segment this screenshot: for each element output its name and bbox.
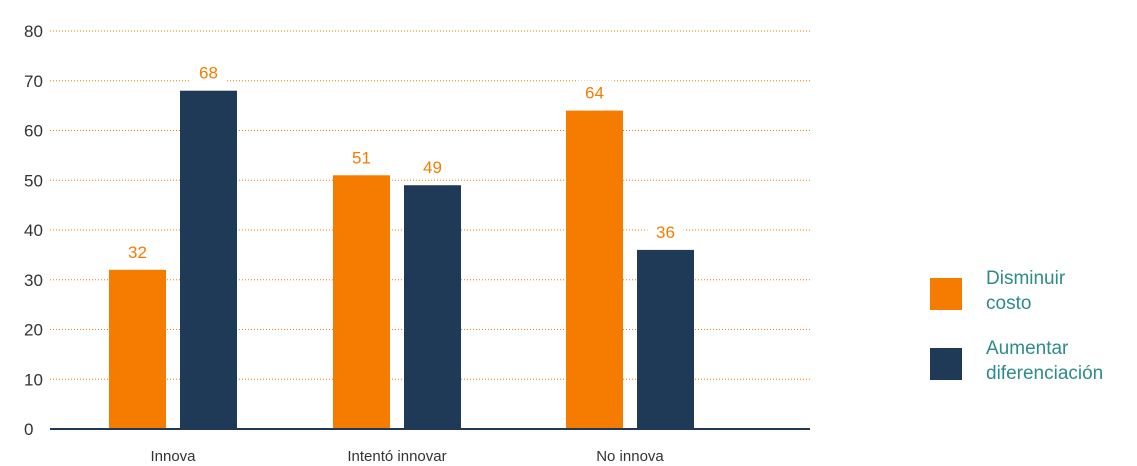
y-tick-label: 80 — [24, 22, 43, 41]
x-tick-label: Innova — [150, 448, 196, 465]
legend-label-line: Disminuir — [986, 268, 1066, 289]
data-label: 64 — [585, 84, 604, 103]
data-labels: 32 68 51 49 64 36 — [119, 60, 684, 264]
legend-label: Disminuir costo — [986, 266, 1065, 316]
legend-label: Aumentar diferenciación — [986, 336, 1103, 386]
legend-label-line: diferenciación — [986, 363, 1104, 384]
x-tick-label: Intentó innovar — [347, 448, 446, 465]
bars — [109, 90, 694, 429]
x-axis-ticks: Innova Intentó innovar No innova — [150, 448, 664, 465]
data-label: 36 — [656, 223, 675, 242]
legend-label-line: costo — [986, 293, 1032, 314]
legend-label-line: Aumentar — [986, 338, 1069, 359]
x-tick-label: No innova — [596, 448, 664, 465]
legend-item-aumentar-diferenciacion: Aumentar diferenciación — [930, 336, 1135, 386]
bar — [404, 185, 461, 429]
bar — [637, 249, 694, 429]
y-tick-label: 10 — [24, 370, 43, 389]
data-label-background — [414, 155, 451, 180]
bar — [566, 110, 623, 429]
bar — [333, 175, 390, 429]
y-tick-label: 20 — [24, 321, 43, 340]
data-label-background — [343, 145, 380, 170]
bar — [109, 269, 166, 429]
data-label-background — [190, 60, 227, 85]
legend-item-disminuir-costo: Disminuir costo — [930, 266, 1135, 316]
data-label: 51 — [352, 148, 371, 167]
data-label-background — [576, 80, 613, 105]
data-label-background — [647, 219, 684, 244]
y-tick-label: 0 — [24, 420, 33, 439]
data-label: 32 — [128, 243, 147, 262]
y-tick-label: 50 — [24, 171, 43, 190]
legend: Disminuir costo Aumentar diferenciación — [930, 266, 1135, 406]
bar — [180, 90, 237, 429]
y-tick-label: 70 — [24, 72, 43, 91]
y-axis-ticks: 0 10 20 30 40 50 60 70 80 — [24, 22, 43, 439]
y-tick-label: 60 — [24, 122, 43, 141]
y-tick-label: 30 — [24, 271, 43, 290]
legend-swatch-orange — [930, 278, 962, 310]
data-label-background — [119, 239, 156, 264]
legend-swatch-navy — [930, 348, 962, 380]
data-label: 49 — [423, 158, 442, 177]
y-tick-label: 40 — [24, 221, 43, 240]
data-label: 68 — [199, 64, 218, 83]
